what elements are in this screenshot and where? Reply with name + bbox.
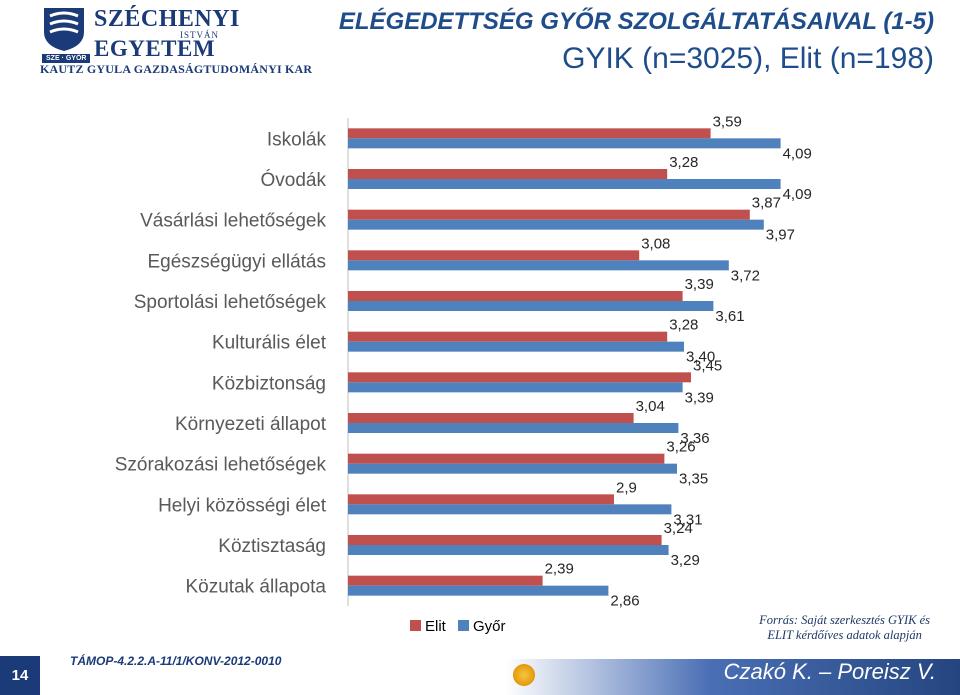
data-label-elit: 3,24 [664,520,693,537]
bar-gyor [348,463,677,474]
data-label-elit: 3,28 [669,154,698,171]
bar-elit [348,250,640,261]
data-label-gyor: 3,29 [671,552,700,569]
data-label-gyor: 2,86 [610,593,639,610]
data-label-gyor: 3,36 [680,430,709,447]
bar-gyor [348,138,781,149]
category-label: Helyi közösségi élet [158,495,327,516]
source-line1: Forrás: Saját szerkesztés GYIK és [759,613,930,627]
footer-authors: Czakó K. – Poreisz V. [723,659,936,684]
bar-elit [348,575,543,586]
legend-label-elit: Elit [425,618,446,635]
bar-gyor [348,504,672,515]
bar-elit [348,331,668,342]
data-label-elit: 3,59 [713,113,742,130]
data-label-elit: 3,28 [669,317,698,334]
bar-gyor [348,545,669,555]
logo-name-line2: EGYETEM [94,36,216,61]
bar-elit [348,209,750,220]
category-label: Óvodák [261,169,327,191]
source-note: Forrás: Saját szerkesztés GYIK és ELIT k… [759,613,930,643]
bar-gyor [348,260,729,271]
chart-legend: Elit Győr [410,618,514,635]
category-label: Iskolák [267,129,327,150]
category-label: Kulturális élet [212,333,327,354]
bar-elit [348,535,662,545]
bar-elit [348,372,691,383]
category-label: Szórakozási lehetőségek [115,455,327,476]
category-label: Egészségügyi ellátás [148,251,327,272]
data-label-gyor: 3,39 [685,389,714,406]
bar-elit [348,128,711,139]
data-label-elit: 3,04 [636,398,665,415]
legend-label-gyor: Győr [473,618,506,635]
category-label: Sportolási lehetőségek [134,292,327,313]
slide-subtitle: GYIK (n=3025), Elit (n=198) [562,42,934,75]
data-label-gyor: 4,09 [783,145,812,162]
legend-item-elit: Elit [410,618,446,635]
bar-gyor [348,382,683,393]
data-label-gyor: 3,31 [673,511,702,528]
data-label-elit: 3,39 [685,276,714,293]
category-label: Köztisztaság [218,536,326,557]
slide-title: ELÉGEDETTSÉG GYŐR SZOLGÁLTATÁSAIVAL (1-5… [338,8,934,35]
bar-elit [348,453,665,464]
bar-gyor [348,423,679,433]
university-logo: SZÉCHENYI ISTVÁN EGYETEM SZE · GYŐR KAUT… [38,4,312,76]
category-label: Vásárlási lehetőségek [140,211,326,232]
logo-faculty: KAUTZ GYULA GAZDASÁGTUDOMÁNYI KAR [40,62,313,76]
logo-name-line1: SZÉCHENYI [94,6,240,32]
data-label-elit: 3,26 [666,439,695,456]
project-code: TÁMOP-4.2.2.A-11/1/KONV-2012-0010 [70,654,282,668]
data-label-elit: 2,9 [616,479,637,496]
sun-icon [513,664,535,686]
data-label-gyor: 3,97 [766,227,795,244]
data-label-gyor: 3,72 [731,267,760,284]
data-label-elit: 2,39 [545,561,574,578]
data-label-elit: 3,45 [693,357,722,374]
data-label-gyor: 3,35 [679,471,708,488]
category-label: Közutak állapota [186,577,327,598]
bar-gyor [348,179,781,189]
source-line2: ELIT kérdőíves adatok alapján [767,628,922,642]
bar-gyor [348,341,684,352]
bar-elit [348,291,683,301]
crest-icon [44,8,84,51]
legend-item-gyor: Győr [458,618,506,635]
data-label-gyor: 4,09 [783,186,812,203]
logo-badge: SZE · GYŐR [42,54,91,63]
page-number: 14 [0,656,40,695]
bar-elit [348,494,614,505]
legend-swatch-gyor [458,620,470,631]
bar-elit [348,169,668,179]
data-label-elit: 3,87 [752,195,781,212]
bar-gyor [348,585,609,596]
logo-name-middle: ISTVÁN [180,30,219,40]
data-label-gyor: 3,40 [686,349,715,366]
category-label: Közbiztonság [212,373,326,394]
category-label: Környezeti állapot [175,414,327,435]
footer-band [505,659,960,695]
bar-elit [348,413,634,423]
bar-gyor [348,301,714,311]
data-label-gyor: 3,61 [715,308,744,325]
legend-swatch-elit [410,620,421,631]
data-label-elit: 3,08 [641,235,670,252]
bar-gyor [348,219,764,230]
